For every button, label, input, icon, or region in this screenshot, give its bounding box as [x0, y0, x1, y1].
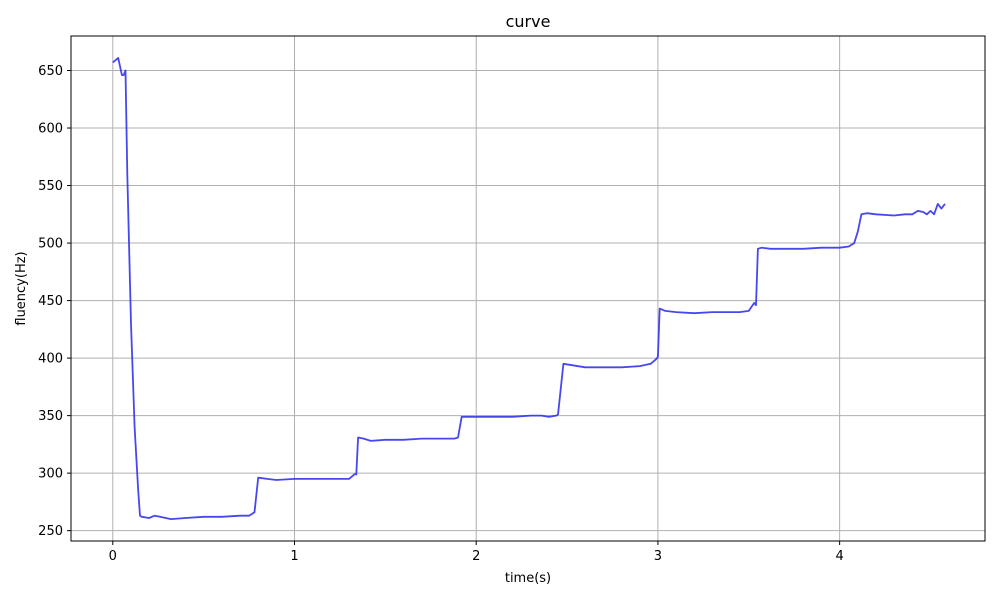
series-layer: [112, 57, 946, 520]
y-tick-label: 350: [38, 409, 63, 424]
grid: [71, 36, 985, 541]
y-tick-label: 650: [38, 64, 63, 79]
y-tick-label: 450: [38, 294, 63, 309]
y-axis: 250 300 350 400 450 500 550 600 650: [38, 64, 71, 539]
x-tick-label: 1: [290, 549, 298, 564]
y-tick-label: 550: [38, 179, 63, 194]
y-tick-label: 250: [38, 524, 63, 539]
y-tick-label: 300: [38, 467, 63, 482]
plot-frame: [70, 35, 986, 542]
x-tick-label: 2: [472, 549, 480, 564]
x-tick-label: 3: [654, 549, 662, 564]
y-tick-label: 400: [38, 352, 63, 367]
x-tick-label: 0: [109, 549, 117, 564]
y-tick-label: 600: [38, 122, 63, 137]
y-axis-label: fluency(Hz): [14, 251, 29, 325]
x-axis: 0 1 2 3 4: [109, 541, 844, 564]
x-axis-label: time(s): [505, 571, 551, 586]
series-line: [112, 57, 946, 520]
y-tick-label: 500: [38, 237, 63, 252]
x-tick-label: 4: [835, 549, 843, 564]
chart-title: curve: [506, 12, 551, 31]
